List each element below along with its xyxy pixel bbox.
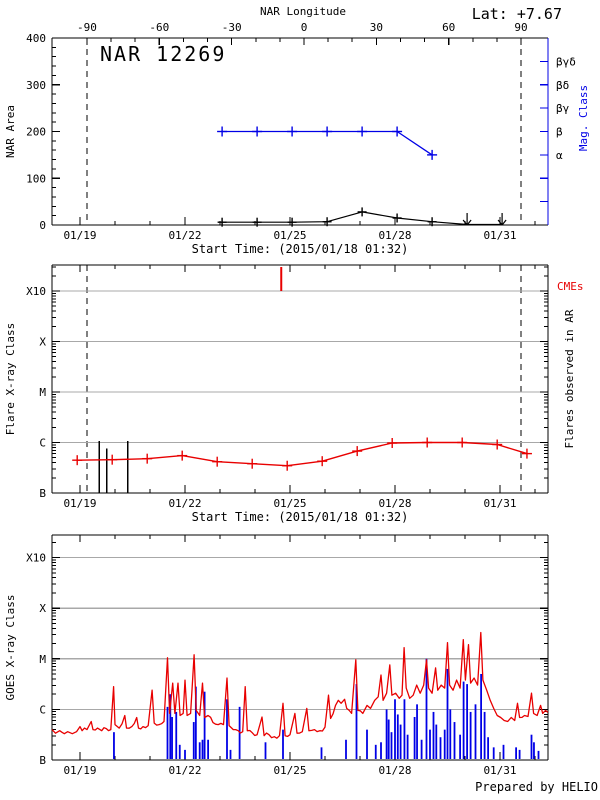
tick-label: 01/19 [63,497,96,510]
flare-class-panel: B C M X X10 01/19 01/22 01/25 01/28 01/31 Flare X… [4,264,584,524]
cmes-label: CMEs [557,280,584,293]
tick-label: C [39,703,46,716]
tick-label: 01/19 [63,229,96,242]
flare-xray-axis-title: Flare X-ray Class [4,323,17,436]
tick-label: βδ [556,79,569,92]
tick-label: βγδ [556,55,576,68]
tick-label: 01/25 [273,497,306,510]
tick-label: B [39,487,46,500]
tick-label: -30 [222,21,242,34]
nar-area-panel: 0 100 200 300 400 βγδ βδ βγ βα -90 -60 -30 0 30 60 90 01… [4,5,590,256]
tick-label: 90 [514,21,527,34]
latitude-label: Lat: +7.67 [472,5,562,23]
tick-label: 01/19 [63,764,96,777]
tick-label: α [556,149,563,162]
nar-area-render: 0 100 200 300 400 βγδ βδ βγ βα -90 -60 -30 0 30 60 90 01… [26,21,576,242]
nar-area-axis-title: NAR Area [4,105,17,158]
start-time-label-2: Start Time: (2015/01/18 01:32) [192,510,409,524]
tick-label: 01/22 [168,764,201,777]
goes-xray-panel: B C M X X10 01/19 01/22 01/25 01/28 01/31 GOES X-… [4,534,598,794]
tick-label: X [39,602,46,615]
tick-label: 0 [39,219,46,232]
tick-label: -60 [149,21,169,34]
tick-label: 01/28 [378,497,411,510]
tick-label: X [39,336,46,349]
tick-label: 01/22 [168,229,201,242]
nar-longitude-axis-title: NAR Longitude [260,5,346,18]
tick-label: 0 [301,21,308,34]
tick-label: 01/22 [168,497,201,510]
tick-label: 200 [26,126,46,139]
tick-label: 60 [442,21,455,34]
tick-label: C [39,437,46,450]
tick-label: β [556,126,563,139]
tick-label: 01/31 [483,764,516,777]
start-time-label-1: Start Time: (2015/01/18 01:32) [192,242,409,256]
flare-class-render: B C M X X10 01/19 01/22 01/25 01/28 01/31 [26,264,549,510]
tick-label: 300 [26,79,46,92]
tick-label: 01/28 [378,229,411,242]
tick-label: B [39,754,46,767]
goes-xray-axis-title: GOES X-ray Class [4,595,17,701]
tick-label: 100 [26,172,46,185]
tick-label: 01/25 [273,764,306,777]
flares-observed-label: Flares observed in AR [563,309,576,448]
tick-label: 01/31 [483,497,516,510]
tick-label: 01/28 [378,764,411,777]
tick-label: 01/25 [273,229,306,242]
tick-label: βγ [556,102,570,115]
tick-label: X10 [26,552,46,565]
tick-label: X10 [26,285,46,298]
region-title: NAR 12269 [100,42,226,66]
tick-label: 01/31 [483,229,516,242]
prepared-by-label: Prepared by HELIO [475,780,598,794]
goes-xray-render: B C M X X10 01/19 01/22 01/25 01/28 01/31 [26,534,549,777]
tick-label: 400 [26,32,46,45]
mag-class-axis-title: Mag. Class [577,85,590,151]
tick-label: M [39,386,46,399]
tick-label: 30 [370,21,383,34]
tick-label: -90 [77,21,97,34]
tick-label: M [39,653,46,666]
